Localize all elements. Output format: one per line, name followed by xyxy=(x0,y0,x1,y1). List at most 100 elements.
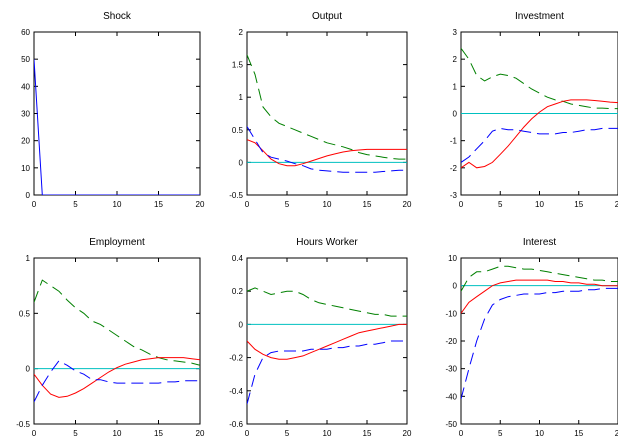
series-line-employment-2 xyxy=(34,360,200,403)
y-tick-label-investment: 1 xyxy=(453,82,458,91)
series-line-interest-0 xyxy=(461,265,618,292)
x-tick-label-investment: 0 xyxy=(459,200,464,209)
plot-area-shock xyxy=(34,59,200,195)
y-tick-label-hours-worker: 0.4 xyxy=(232,254,244,263)
y-tick-label-investment: 3 xyxy=(453,28,458,37)
x-tick-label-shock: 5 xyxy=(73,200,78,209)
x-tick-label-output: 10 xyxy=(323,200,332,209)
series-line-investment-1 xyxy=(461,99,618,169)
panel-interest: Interest 0 5 10 15 2 -50 -40 -30 -20 -10 0 10 xyxy=(445,237,618,438)
x-tick-label-interest: 5 xyxy=(498,429,503,438)
x-tick-label-investment: 2 xyxy=(615,200,618,209)
y-tick-label-hours-worker: 0.2 xyxy=(232,287,244,296)
x-tick-label-shock: 0 xyxy=(32,200,37,209)
y-tick-label-interest: 0 xyxy=(453,282,458,291)
y-tick-label-output: 0.5 xyxy=(232,126,244,135)
series-line-investment-0 xyxy=(461,48,618,110)
y-tick-label-interest: -50 xyxy=(445,420,457,429)
y-tick-label-employment: 1 xyxy=(26,254,31,263)
y-tick-label-employment: 0 xyxy=(26,365,31,374)
x-tick-label-shock: 15 xyxy=(154,200,163,209)
x-tick-label-hours-worker: 10 xyxy=(323,429,332,438)
x-tick-label-output: 20 xyxy=(403,200,412,209)
plot-area-interest xyxy=(461,265,618,400)
y-tick-label-shock: 0 xyxy=(26,191,31,200)
x-tick-label-shock: 10 xyxy=(113,200,122,209)
y-tick-label-hours-worker: 0 xyxy=(239,320,244,329)
x-tick-label-interest: 15 xyxy=(574,429,583,438)
plot-frame-interest xyxy=(460,257,618,425)
x-tick-label-employment: 10 xyxy=(113,429,122,438)
x-tick-label-employment: 20 xyxy=(196,429,205,438)
y-tick-label-interest: -20 xyxy=(445,337,457,346)
y-tick-label-employment: 0.5 xyxy=(19,309,31,318)
x-tick-label-investment: 5 xyxy=(498,200,503,209)
y-tick-label-interest: 10 xyxy=(448,254,457,263)
y-tick-label-employment: -0.5 xyxy=(16,420,30,429)
chart-title-employment: Employment xyxy=(89,237,145,248)
panel-investment: Investment 0 5 10 15 2 -3 -2 -1 0 1 2 3 xyxy=(450,11,618,209)
y-tick-label-shock: 50 xyxy=(21,55,30,64)
chart-title-shock: Shock xyxy=(103,11,132,22)
series-line-investment-2 xyxy=(461,127,618,163)
y-tick-label-investment: 2 xyxy=(453,55,458,64)
chart-title-investment: Investment xyxy=(515,11,564,22)
plot-frame-shock xyxy=(33,31,201,196)
plot-area-output xyxy=(247,54,407,173)
series-line-hours-worker-1 xyxy=(247,323,407,360)
x-tick-label-hours-worker: 0 xyxy=(245,429,250,438)
x-tick-label-interest: 0 xyxy=(459,429,464,438)
plot-area-hours-worker xyxy=(247,287,407,405)
series-line-interest-2 xyxy=(461,287,618,400)
x-tick-label-interest: 10 xyxy=(535,429,544,438)
x-tick-label-investment: 10 xyxy=(535,200,544,209)
y-tick-label-investment: -3 xyxy=(450,191,458,200)
x-tick-label-shock: 20 xyxy=(196,200,205,209)
series-line-output-1 xyxy=(247,139,407,167)
series-line-interest-1 xyxy=(461,279,618,314)
x-tick-label-hours-worker: 20 xyxy=(403,429,412,438)
panel-hours-worker: Hours Worker 0 5 10 15 20 -0.6 -0.4 -0.2 0 0.2 0.4 xyxy=(229,237,412,438)
y-tick-label-investment: 0 xyxy=(453,110,458,119)
series-line-employment-1 xyxy=(34,357,200,398)
series-line-output-0 xyxy=(247,54,407,160)
y-tick-label-shock: 60 xyxy=(21,28,30,37)
chart-title-output: Output xyxy=(312,11,342,22)
y-tick-label-output: 1 xyxy=(239,93,244,102)
y-tick-label-investment: -2 xyxy=(450,164,458,173)
series-line-shock-0 xyxy=(34,59,200,195)
x-tick-label-hours-worker: 15 xyxy=(363,429,372,438)
y-tick-label-output: -0.5 xyxy=(229,191,243,200)
x-tick-label-employment: 5 xyxy=(73,429,78,438)
y-tick-label-output: 1.5 xyxy=(232,61,244,70)
x-tick-label-employment: 0 xyxy=(32,429,37,438)
y-tick-label-interest: -10 xyxy=(445,309,457,318)
y-tick-label-interest: -30 xyxy=(445,365,457,374)
series-line-hours-worker-0 xyxy=(247,287,407,317)
y-tick-label-shock: 40 xyxy=(21,82,30,91)
y-tick-label-investment: -1 xyxy=(450,137,458,146)
chart-title-hours-worker: Hours Worker xyxy=(296,237,358,248)
x-tick-label-hours-worker: 5 xyxy=(285,429,290,438)
panel-shock: Shock 0 5 10 15 20 0 10 20 30 40 50 60 xyxy=(21,11,205,209)
x-tick-label-output: 0 xyxy=(245,200,250,209)
plot-frame-hours-worker xyxy=(246,257,408,425)
chart-title-interest: Interest xyxy=(523,237,557,248)
y-tick-label-hours-worker: -0.6 xyxy=(229,420,243,429)
plot-area-employment xyxy=(34,279,200,403)
x-tick-label-investment: 15 xyxy=(574,200,583,209)
x-tick-label-employment: 15 xyxy=(154,429,163,438)
x-tick-label-output: 15 xyxy=(363,200,372,209)
y-tick-label-hours-worker: -0.4 xyxy=(229,387,243,396)
series-line-output-2 xyxy=(247,126,407,173)
y-tick-label-interest: -40 xyxy=(445,392,457,401)
x-tick-label-output: 5 xyxy=(285,200,290,209)
plot-area-investment xyxy=(461,48,618,169)
x-tick-label-interest: 2 xyxy=(615,429,618,438)
y-tick-label-hours-worker: -0.2 xyxy=(229,354,243,363)
series-line-hours-worker-2 xyxy=(247,340,407,405)
plot-frame-employment xyxy=(33,257,201,425)
